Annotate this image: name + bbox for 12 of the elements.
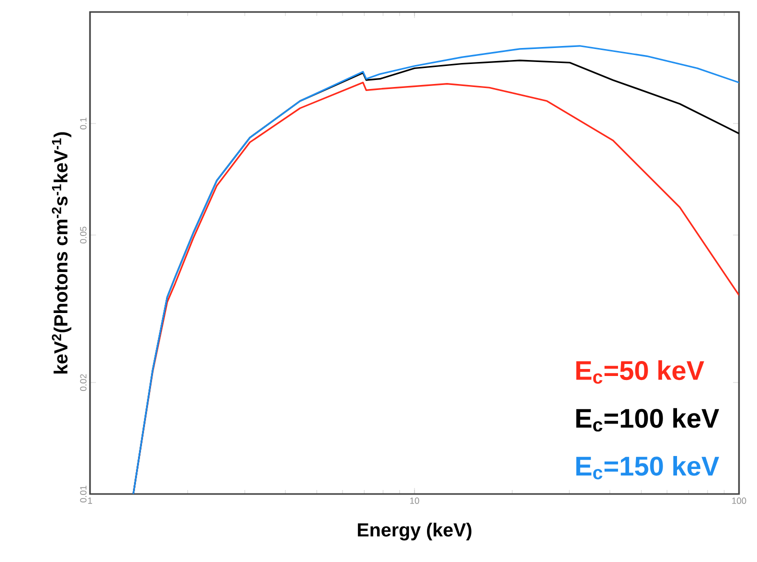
text: E$_{c}$=150 keV	[576, 456, 720, 480]
x-tick-label: 1	[88, 498, 92, 504]
x-axis-title: Energy (keV)	[358, 522, 472, 540]
text: keV$^{2}$(Photons cm$^{-2}$s$^{-1}$keV$^{-1}$)	[52, 132, 72, 374]
x-tick-label: 10	[410, 498, 420, 504]
y-tick-label: 0.1	[80, 118, 86, 130]
y-tick-label: 0.01	[80, 486, 86, 502]
x-tick-label: 100	[732, 498, 746, 504]
text: E$_{c}$=50 keV	[576, 360, 704, 384]
y-tick-label: 0.05	[80, 226, 86, 244]
text: E$_{c}$=100 keV	[576, 408, 720, 432]
y-tick-label: 0.02	[80, 374, 86, 391]
